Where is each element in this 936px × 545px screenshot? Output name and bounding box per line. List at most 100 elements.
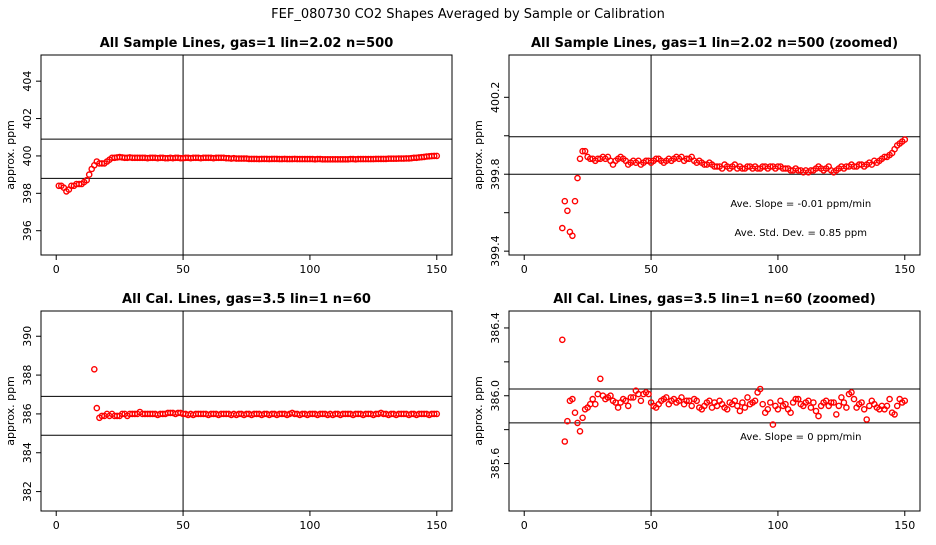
y-tick-label: 386.0 — [489, 380, 502, 412]
data-point — [581, 147, 589, 155]
x-tick-label: 50 — [644, 263, 658, 276]
data-point — [731, 397, 739, 405]
data-point — [564, 417, 571, 425]
data-point — [83, 176, 90, 184]
data-point — [574, 419, 581, 427]
data-point — [807, 404, 815, 411]
y-tick-label: 382 — [21, 481, 34, 502]
data-point — [794, 395, 802, 403]
x-tick-label: 50 — [176, 519, 190, 532]
data-point — [433, 410, 441, 418]
x-tick-label: 150 — [894, 263, 915, 276]
data-point — [734, 402, 741, 410]
data-point — [830, 399, 838, 406]
y-tick-label: 398 — [21, 183, 34, 204]
y-tick-label: 386.4 — [489, 312, 502, 344]
data-point — [810, 399, 817, 406]
y-axis-label: approx. ppm — [472, 120, 485, 190]
y-tick-label: 385.6 — [489, 448, 502, 480]
chart-panel-2: All Sample Lines, gas=1 lin=2.02 n=500 (… — [472, 36, 921, 276]
y-tick-label: 388 — [21, 365, 34, 386]
y-axis-label: approx. ppm — [4, 376, 17, 446]
data-point — [627, 394, 635, 401]
data-point — [607, 392, 614, 400]
data-point — [850, 395, 858, 403]
data-point — [848, 389, 855, 396]
chart-title: All Sample Lines, gas=1 lin=2.02 n=500 (… — [531, 36, 898, 51]
data-point — [744, 394, 751, 401]
x-tick-label: 100 — [299, 519, 320, 532]
data-point — [736, 407, 744, 415]
y-tick-label: 390 — [21, 326, 34, 347]
data-point — [764, 405, 772, 413]
data-point — [678, 394, 685, 401]
data-point — [569, 232, 576, 240]
data-point — [815, 412, 822, 420]
chart-title: All Sample Lines, gas=1 lin=2.02 n=500 — [100, 36, 394, 51]
x-tick-label: 150 — [426, 519, 447, 532]
chart-panel-4: All Cal. Lines, gas=3.5 lin=1 n=60 (zoom… — [472, 292, 921, 532]
x-tick-label: 0 — [521, 519, 528, 532]
data-point — [430, 410, 438, 418]
data-point — [576, 155, 584, 163]
data-point — [883, 402, 891, 410]
x-tick-label: 150 — [894, 519, 915, 532]
data-point — [564, 207, 571, 215]
data-point — [561, 197, 569, 205]
y-axis-label: approx. ppm — [4, 120, 17, 190]
data-series — [91, 365, 441, 422]
y-tick-label: 402 — [21, 108, 34, 129]
plot-frame — [40, 54, 453, 256]
data-point — [574, 174, 581, 182]
data-point — [579, 414, 586, 422]
data-point — [576, 427, 584, 435]
data-point — [630, 394, 637, 401]
x-tick-label: 50 — [176, 263, 190, 276]
figure-title: FEF_080730 CO2 Shapes Averaged by Sample… — [271, 7, 665, 22]
y-axis-label: approx. ppm — [472, 376, 485, 446]
data-point — [688, 402, 696, 410]
data-point — [683, 397, 690, 405]
x-tick-label: 0 — [521, 263, 528, 276]
chart-panel-3: All Cal. Lines, gas=3.5 lin=1 n=60 0 50 100… — [4, 292, 453, 532]
data-point — [579, 147, 586, 155]
data-point — [569, 395, 576, 403]
y-tick-label: 386 — [21, 403, 34, 424]
data-point — [833, 411, 840, 418]
data-point — [93, 404, 101, 412]
chart-annotation: Ave. Std. Dev. = 0.85 ppm — [735, 228, 867, 239]
data-point — [858, 399, 865, 406]
data-point — [901, 397, 909, 405]
data-point — [787, 409, 794, 417]
data-point — [739, 399, 746, 406]
data-point — [782, 400, 789, 408]
data-point — [759, 400, 767, 408]
y-tick-label: 384 — [21, 442, 34, 463]
data-point — [561, 438, 569, 445]
data-point — [767, 399, 774, 406]
chart-title: All Cal. Lines, gas=3.5 lin=1 n=60 — [122, 292, 371, 307]
y-tick-label: 404 — [21, 71, 34, 92]
data-point — [430, 152, 438, 160]
y-tick-label: 400 — [21, 145, 34, 166]
data-point — [812, 407, 820, 415]
chart-panel-1: All Sample Lines, gas=1 lin=2.02 n=500 0 5… — [4, 36, 453, 276]
data-point — [901, 136, 909, 143]
data-point — [863, 416, 871, 423]
data-point — [835, 402, 843, 410]
chart-annotation: Ave. Slope = -0.01 ppm/min — [730, 199, 871, 210]
data-point — [589, 395, 597, 403]
data-point — [571, 409, 579, 417]
chart-annotation: Ave. Slope = 0 ppm/min — [740, 432, 861, 443]
data-point — [645, 390, 652, 398]
data-point — [597, 375, 604, 383]
data-point — [893, 402, 901, 410]
data-point — [777, 397, 784, 405]
data-point — [91, 365, 98, 373]
plot-frame — [508, 310, 921, 512]
data-point — [592, 400, 599, 408]
x-tick-label: 100 — [767, 263, 788, 276]
x-tick-label: 100 — [767, 519, 788, 532]
